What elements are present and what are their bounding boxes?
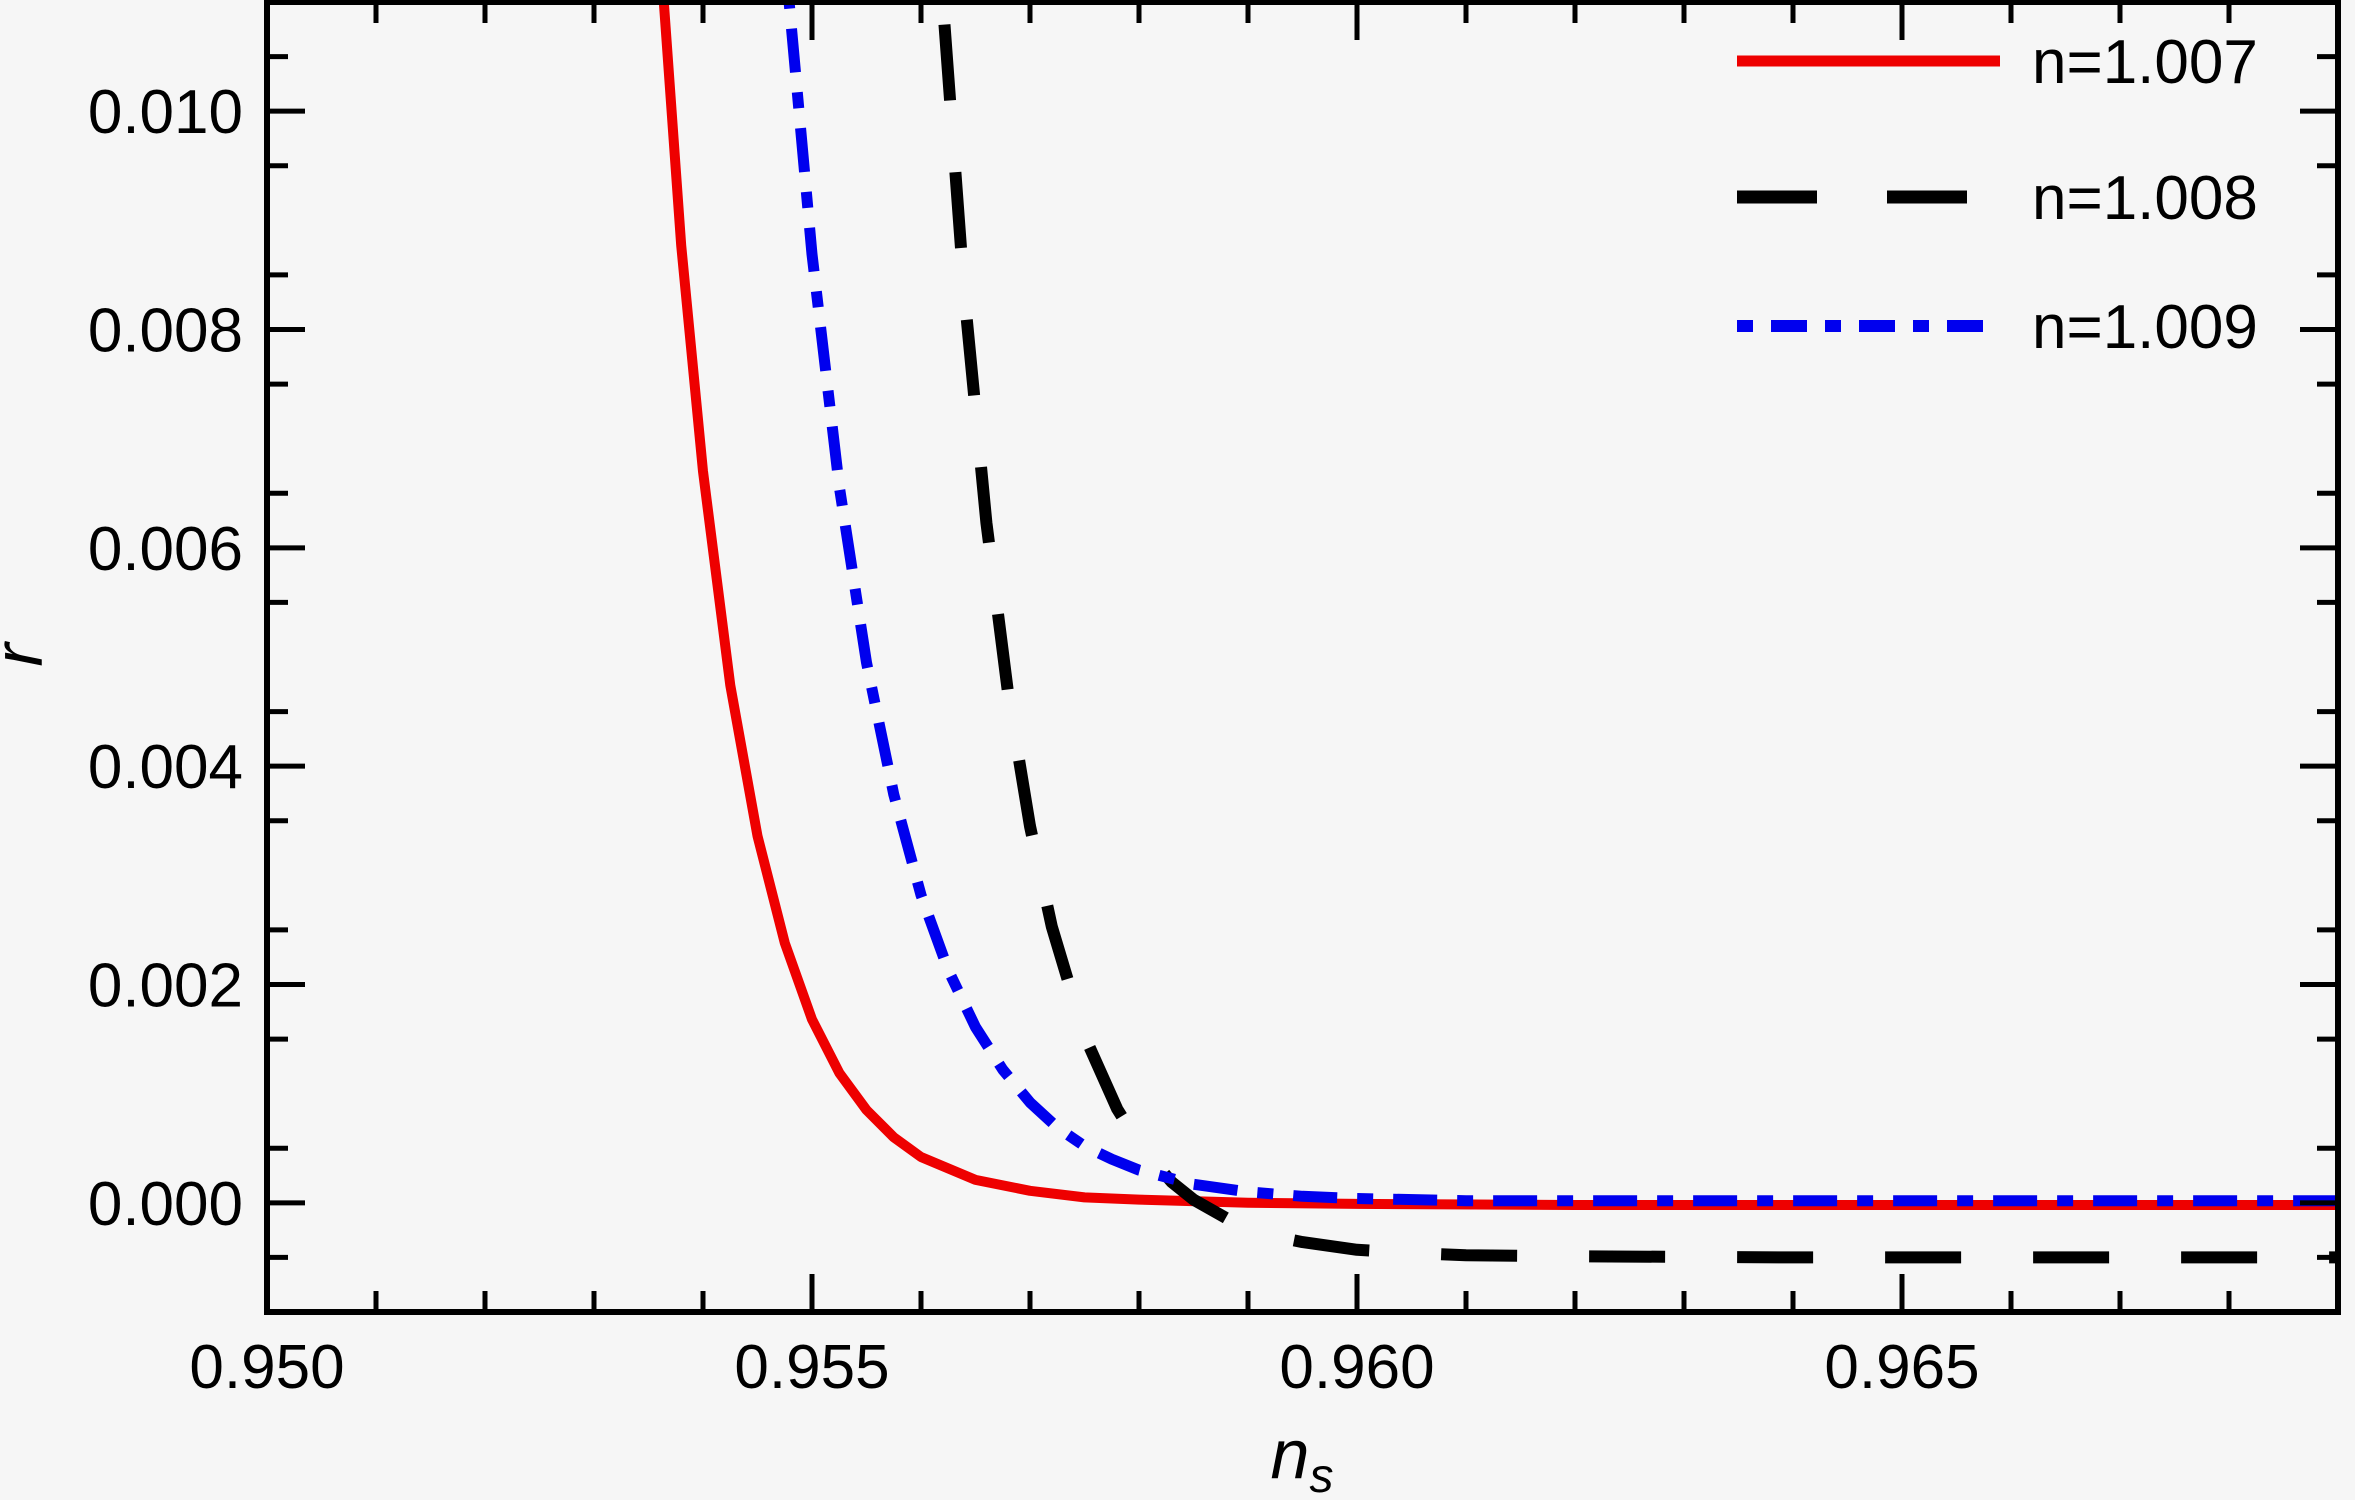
x-tick-label: 0.960 — [1279, 1333, 1434, 1402]
x-tick-label: 0.950 — [189, 1333, 344, 1402]
legend: n=1.007 n=1.008 n=1.009 — [1737, 28, 2258, 362]
legend-label: n=1.008 — [2032, 164, 2258, 233]
legend-label: n=1.009 — [2032, 293, 2258, 362]
y-tick-label: 0.004 — [88, 733, 243, 802]
y-tick-label: 0.006 — [88, 515, 243, 584]
legend-item: n=1.007 — [1737, 28, 2258, 97]
legend-item: n=1.008 — [1737, 164, 2258, 233]
legend-item: n=1.009 — [1737, 293, 2258, 362]
ticks-layer — [264, 2, 2338, 1312]
y-tick-label: 0.010 — [88, 78, 243, 147]
curve-n-1.007 — [658, 2, 2338, 1210]
legend-label: n=1.007 — [2032, 28, 2258, 97]
x-axis-label: ns — [1271, 1415, 1334, 1500]
y-tick-label: 0.002 — [88, 952, 243, 1021]
y-axis-label: r — [0, 641, 57, 667]
tick-labels-layer: 0.950 0.955 0.960 0.965 0.000 0.002 0.004 0.006… — [88, 78, 1980, 1402]
x-tick-label: 0.965 — [1824, 1333, 1979, 1402]
curves-layer — [658, 2, 2338, 1264]
plot-frame — [264, 0, 2341, 1315]
curve-n-1.008 — [936, 2, 2338, 1264]
frame-rect — [264, 0, 2341, 1315]
y-tick-label: 0.000 — [88, 1170, 243, 1239]
curve-n-1.009 — [783, 2, 2338, 1207]
y-tick-label: 0.008 — [88, 297, 243, 366]
x-tick-label: 0.955 — [734, 1333, 889, 1402]
